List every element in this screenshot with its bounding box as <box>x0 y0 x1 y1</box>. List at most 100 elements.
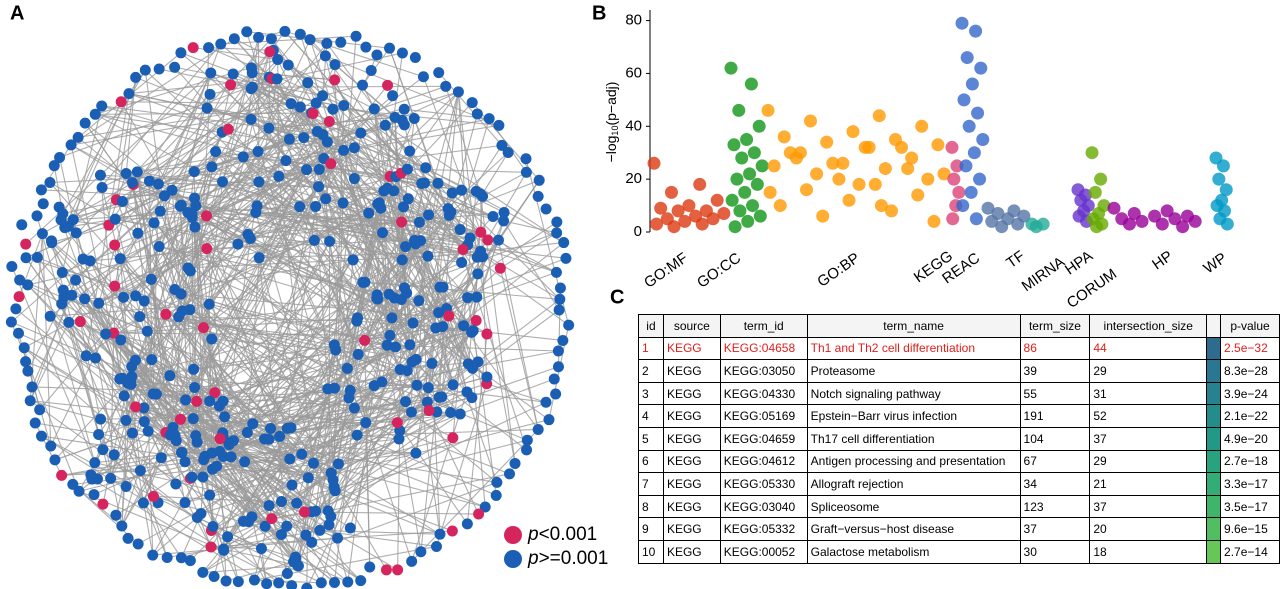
node <box>434 528 446 540</box>
node <box>206 447 218 459</box>
node <box>400 396 412 408</box>
node <box>356 79 368 91</box>
node <box>398 103 410 115</box>
node <box>211 460 223 472</box>
node <box>371 289 383 301</box>
cell: 44 <box>1089 336 1208 361</box>
node <box>184 265 196 277</box>
cell: 3.9e−24 <box>1220 381 1280 406</box>
node <box>35 184 47 196</box>
node <box>158 190 170 202</box>
node <box>479 501 491 513</box>
edge <box>220 35 357 45</box>
legend-label: p>=0.001 <box>527 548 608 569</box>
node <box>280 155 292 167</box>
node <box>440 80 452 92</box>
point <box>895 140 909 154</box>
node <box>131 166 143 178</box>
node <box>477 190 489 202</box>
node <box>301 164 313 176</box>
edge <box>27 303 63 372</box>
node <box>170 478 182 490</box>
edge <box>368 212 413 363</box>
node <box>491 476 503 488</box>
node <box>251 200 263 212</box>
point <box>740 133 754 146</box>
edge <box>343 105 489 241</box>
cell: 3.3e−17 <box>1220 472 1280 496</box>
point <box>985 214 999 228</box>
node <box>348 173 360 185</box>
point <box>667 220 681 234</box>
node <box>205 541 217 553</box>
node <box>79 117 91 129</box>
edge <box>503 220 560 311</box>
edge <box>486 383 547 403</box>
point <box>752 119 766 133</box>
node <box>359 276 371 288</box>
node <box>302 472 314 484</box>
edge <box>67 43 222 227</box>
edge <box>287 427 486 508</box>
edge <box>224 370 408 418</box>
cell: 21 <box>1089 472 1208 496</box>
node <box>338 100 350 112</box>
cell: 3 <box>638 381 664 406</box>
node <box>379 119 391 131</box>
panel-label: A <box>10 2 24 24</box>
node <box>551 216 563 228</box>
node <box>31 251 43 263</box>
node <box>313 163 325 175</box>
point <box>735 151 749 165</box>
cell: KEGG:05332 <box>719 517 808 541</box>
node <box>18 342 30 354</box>
node <box>147 549 159 561</box>
cell: Allograft rejection <box>806 472 1021 496</box>
node <box>263 122 275 134</box>
point <box>789 151 803 165</box>
node <box>122 532 134 544</box>
node <box>273 170 285 182</box>
node <box>175 199 187 211</box>
point <box>1220 217 1234 231</box>
legend-label: p<0.001 <box>527 524 597 545</box>
node <box>301 582 313 589</box>
point <box>965 77 979 91</box>
cell: 6 <box>638 449 664 474</box>
point <box>682 199 696 213</box>
edge <box>110 420 127 479</box>
node <box>447 432 459 444</box>
node <box>405 406 417 418</box>
node <box>321 136 333 148</box>
node <box>461 518 473 530</box>
edge <box>131 366 170 377</box>
node <box>206 161 218 173</box>
node <box>352 348 364 360</box>
node <box>232 238 244 250</box>
point <box>973 172 987 186</box>
node <box>383 288 395 300</box>
edge <box>91 478 267 585</box>
cell: 37 <box>1019 517 1091 541</box>
edge <box>342 91 459 204</box>
node <box>126 371 138 383</box>
node <box>421 396 433 408</box>
node <box>332 458 344 470</box>
node <box>433 307 445 319</box>
node <box>189 381 201 393</box>
node <box>48 160 60 172</box>
edge <box>322 84 363 97</box>
node <box>296 448 308 460</box>
node <box>285 98 297 110</box>
point <box>960 51 974 65</box>
edge <box>101 105 323 136</box>
node <box>329 74 341 86</box>
node <box>89 108 101 120</box>
edge <box>79 321 195 388</box>
node <box>108 327 120 339</box>
node <box>252 145 264 157</box>
cell: 4 <box>638 404 664 428</box>
node <box>493 119 505 131</box>
node <box>365 65 377 77</box>
node <box>323 519 335 531</box>
